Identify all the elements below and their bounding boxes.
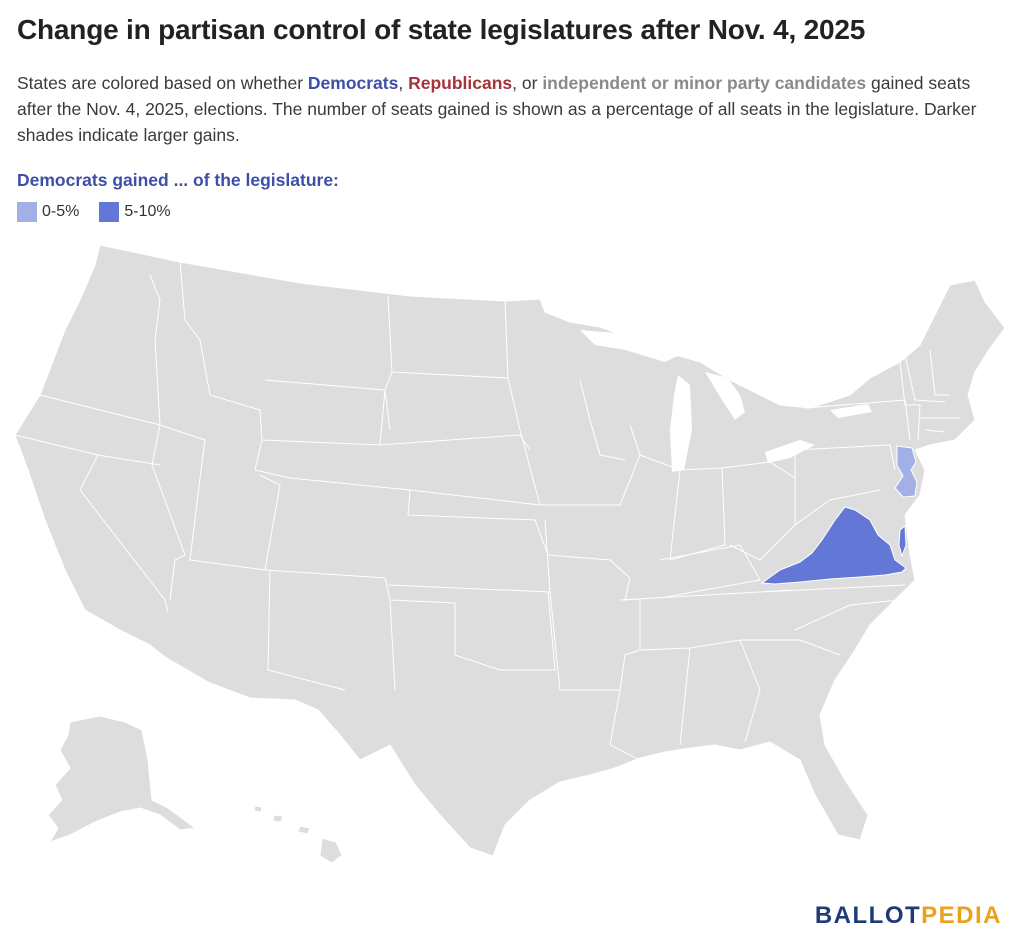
lake-superior: [580, 330, 680, 362]
subtitle-text-4: gained seats after the Nov. 4, 2025, ele…: [17, 73, 977, 145]
state-new-jersey[interactable]: [894, 445, 918, 498]
hawaii-oahu: [272, 814, 284, 823]
subtitle-text-3: , or: [512, 73, 543, 93]
lake-michigan: [670, 375, 692, 472]
hawaii-big-island: [319, 837, 343, 864]
legend-item-5-10: 5-10%: [99, 202, 171, 222]
map-subtitle: States are colored based on whether Demo…: [17, 70, 1007, 148]
lake-huron: [705, 372, 745, 420]
hawaii-maui: [297, 825, 311, 835]
alaska: [47, 715, 196, 843]
contiguous-us-landmass: [14, 244, 1006, 857]
subtitle-republicans: Republicans: [408, 73, 513, 93]
legend-label-0-5: 0-5%: [42, 203, 80, 220]
ballotpedia-logo: BALLOTPEDIA: [815, 902, 1002, 930]
state-virginia[interactable]: [760, 506, 907, 585]
subtitle-independents: independent or minor party candidates: [542, 73, 867, 93]
logo-part-pedia: PEDIA: [921, 902, 1002, 929]
legend-title: Democrats gained ... of the legislature:: [17, 170, 339, 190]
subtitle-text-2: ,: [398, 73, 409, 93]
lake-erie: [765, 440, 815, 463]
legend-swatch-dark: [99, 202, 120, 222]
logo-part-ballot: BALLOT: [814, 902, 922, 929]
virginia-eastern-shore[interactable]: [898, 525, 907, 558]
lake-ontario: [830, 404, 872, 418]
legend: 0-5% 5-10%: [17, 202, 171, 222]
map-title: Change in partisan control of state legi…: [17, 14, 866, 45]
legend-item-0-5: 0-5%: [17, 202, 79, 222]
legend-label-5-10: 5-10%: [124, 203, 171, 220]
hawaii-kauai: [253, 805, 263, 813]
legend-swatch-light: [17, 202, 37, 222]
state-borders: [14, 261, 960, 761]
subtitle-text-1: States are colored based on whether: [17, 73, 308, 93]
subtitle-democrats: Democrats: [307, 73, 399, 93]
